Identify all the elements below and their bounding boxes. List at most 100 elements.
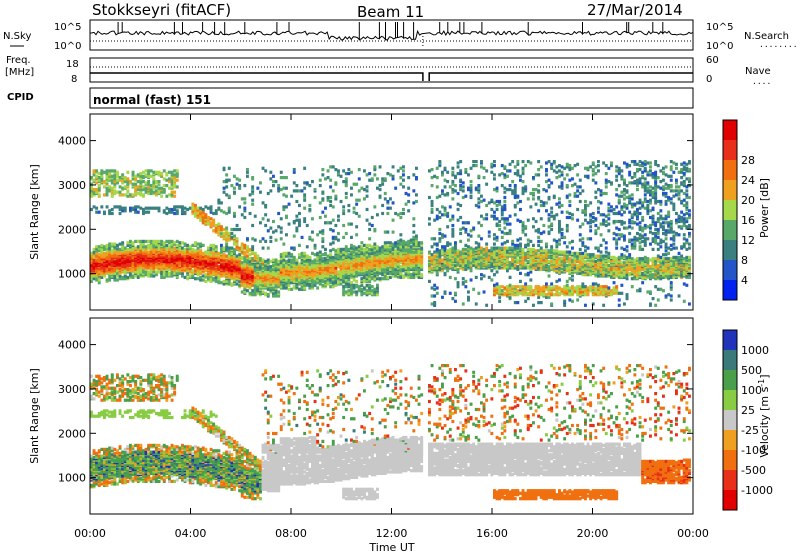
power-cell	[391, 266, 395, 270]
power-cell	[485, 213, 489, 217]
power-cell	[318, 201, 322, 205]
power-cell	[326, 195, 330, 200]
power-cell	[430, 245, 434, 249]
power-cell	[118, 207, 122, 212]
power-cell	[378, 188, 382, 192]
power-cell	[373, 242, 377, 246]
power-cell	[321, 190, 325, 194]
power-cell	[248, 211, 252, 216]
power-cell	[376, 186, 379, 190]
power-cell	[469, 186, 473, 190]
power-cell	[373, 290, 377, 294]
power-cell	[157, 265, 161, 269]
power-cell	[477, 291, 481, 295]
power-cell	[196, 246, 200, 250]
power-cell	[493, 283, 496, 287]
power-cell	[222, 227, 226, 232]
power-cell	[477, 197, 481, 201]
power-cell	[207, 206, 210, 210]
freq-trace	[90, 72, 693, 81]
power-cell	[464, 243, 468, 247]
power-cell	[269, 281, 273, 285]
power-cell	[360, 257, 364, 261]
power-cell	[516, 285, 520, 289]
power-cell	[472, 247, 476, 251]
power-cell	[95, 210, 99, 214]
power-cell	[355, 225, 359, 229]
power-cell	[394, 241, 398, 245]
power-cell	[170, 207, 174, 212]
power-cell	[524, 164, 528, 168]
power-cell	[238, 274, 242, 278]
power-cell	[266, 293, 270, 297]
power-cell	[165, 211, 169, 216]
power-cell	[524, 243, 528, 247]
noise-tick-left-bottom: 10^0	[54, 41, 81, 52]
power-cell	[126, 189, 130, 193]
power-cell	[201, 274, 205, 278]
power-cell	[212, 243, 216, 247]
power-cell	[321, 229, 325, 233]
freq-tick-right-top: 60	[706, 55, 719, 66]
power-cell	[285, 251, 288, 255]
power-cell	[274, 266, 278, 270]
power-cell	[438, 254, 442, 258]
power-cell	[381, 203, 385, 208]
power-cell	[344, 172, 348, 176]
power-cell	[235, 177, 239, 181]
power-cell	[456, 165, 460, 169]
power-cell	[480, 246, 483, 250]
power-cell	[532, 197, 535, 201]
power-cell	[454, 266, 457, 270]
power-cell	[131, 261, 135, 265]
power-cell	[344, 285, 348, 289]
power-cell	[243, 243, 247, 247]
power-cell	[490, 207, 494, 212]
power-cell	[240, 255, 244, 259]
power-cell	[534, 202, 538, 206]
power-cell	[212, 218, 216, 222]
power-cell	[157, 186, 161, 190]
power-cell	[123, 209, 127, 213]
power-cell	[539, 231, 543, 236]
power-cell	[402, 211, 405, 216]
power-cell	[347, 253, 351, 257]
power-cell	[201, 257, 205, 261]
power-cell	[456, 207, 460, 212]
power-cell	[352, 286, 356, 290]
power-cell	[433, 254, 437, 258]
power-cell	[188, 274, 192, 278]
power-cell	[298, 262, 301, 266]
power-cell	[175, 243, 179, 247]
power-cell	[97, 278, 101, 282]
power-cell	[266, 218, 270, 222]
power-cell	[131, 241, 135, 245]
power-cell	[324, 281, 327, 285]
power-cell	[300, 263, 304, 267]
power-cell	[248, 247, 252, 251]
power-cell	[199, 209, 203, 213]
power-cell	[370, 277, 374, 281]
power-cell	[149, 239, 153, 243]
power-cell	[118, 205, 122, 209]
power-cell	[305, 245, 309, 249]
power-cell	[116, 170, 119, 174]
power-cell	[467, 233, 470, 237]
power-cell	[303, 198, 307, 202]
power-cell	[433, 283, 437, 287]
power-cell	[480, 262, 483, 266]
power-cell	[220, 281, 223, 285]
power-cell	[365, 218, 369, 222]
power-cell	[110, 174, 114, 178]
power-cell	[162, 169, 166, 173]
power-cell	[149, 184, 153, 188]
power-cell	[134, 189, 138, 193]
power-cell	[121, 254, 125, 258]
power-cell	[222, 186, 226, 190]
power-cell	[214, 229, 218, 233]
power-cell	[147, 246, 151, 250]
power-cell	[318, 250, 322, 254]
power-cell	[503, 186, 507, 190]
power-cell	[487, 230, 491, 234]
power-cell	[495, 270, 499, 274]
